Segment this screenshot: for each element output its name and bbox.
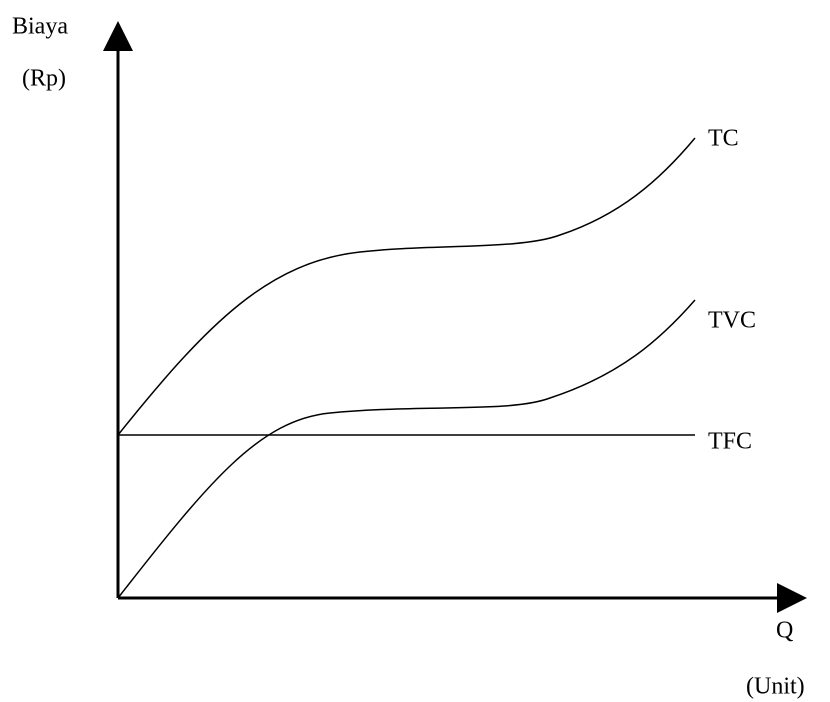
tc-curve [117, 137, 696, 436]
curve-label: TVC [708, 308, 756, 334]
x-axis-label: Q [776, 618, 793, 644]
tvc-curve [117, 299, 696, 599]
y-axis-unit: (Rp) [22, 66, 66, 92]
curve-label: TFC [708, 429, 752, 455]
x-axis-unit: (Unit) [746, 674, 805, 700]
curve-label: TC [708, 126, 739, 152]
y-axis-label: Biaya [12, 14, 68, 40]
